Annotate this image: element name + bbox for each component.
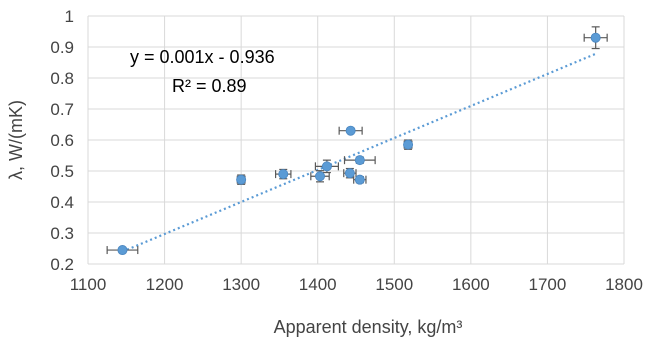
x-tick-label: 1500 — [375, 275, 413, 294]
y-tick-label: 0.5 — [50, 162, 74, 181]
x-tick-label: 1100 — [70, 275, 107, 294]
data-point — [117, 245, 128, 256]
y-axis-title: λ, W/(mK) — [6, 100, 26, 180]
data-point — [278, 169, 289, 180]
x-axis-title: Apparent density, kg/m³ — [274, 317, 463, 337]
data-point — [321, 161, 332, 172]
data-point — [344, 168, 355, 179]
y-tick-label: 0.3 — [50, 224, 74, 243]
y-tick-label: 0.6 — [50, 131, 74, 150]
data-point — [236, 174, 247, 185]
y-tick-label: 0.9 — [50, 38, 74, 57]
y-tick-label: 1 — [65, 7, 74, 26]
y-tick-label: 0.4 — [50, 193, 74, 212]
x-tick-label: 1300 — [222, 275, 260, 294]
data-points — [117, 32, 601, 256]
y-tick-label: 0.7 — [50, 100, 74, 119]
r-squared-label: R² = 0.89 — [172, 76, 247, 96]
x-tick-label: 1700 — [529, 275, 567, 294]
x-tick-label: 1400 — [299, 275, 337, 294]
data-point — [354, 155, 365, 166]
data-point — [345, 125, 356, 136]
data-point — [590, 32, 601, 43]
x-tick-labels: 1100 1200 1300 1400 1500 1600 1700 1800 — [70, 275, 643, 294]
gridlines — [87, 15, 625, 265]
linear-trendline — [122, 52, 597, 253]
x-tick-label: 1200 — [146, 275, 184, 294]
y-tick-labels: 0.2 0.3 0.4 0.5 0.6 0.7 0.8 0.9 1 — [50, 7, 74, 274]
x-tick-label: 1800 — [605, 275, 643, 294]
trendline-layer — [122, 52, 597, 253]
data-point — [403, 139, 414, 150]
trendline-equation: y = 0.001x - 0.936 — [130, 47, 275, 67]
y-tick-label: 0.8 — [50, 69, 74, 88]
data-point — [354, 174, 365, 185]
y-tick-label: 0.2 — [50, 255, 74, 274]
data-point — [315, 171, 326, 182]
x-tick-label: 1600 — [452, 275, 490, 294]
